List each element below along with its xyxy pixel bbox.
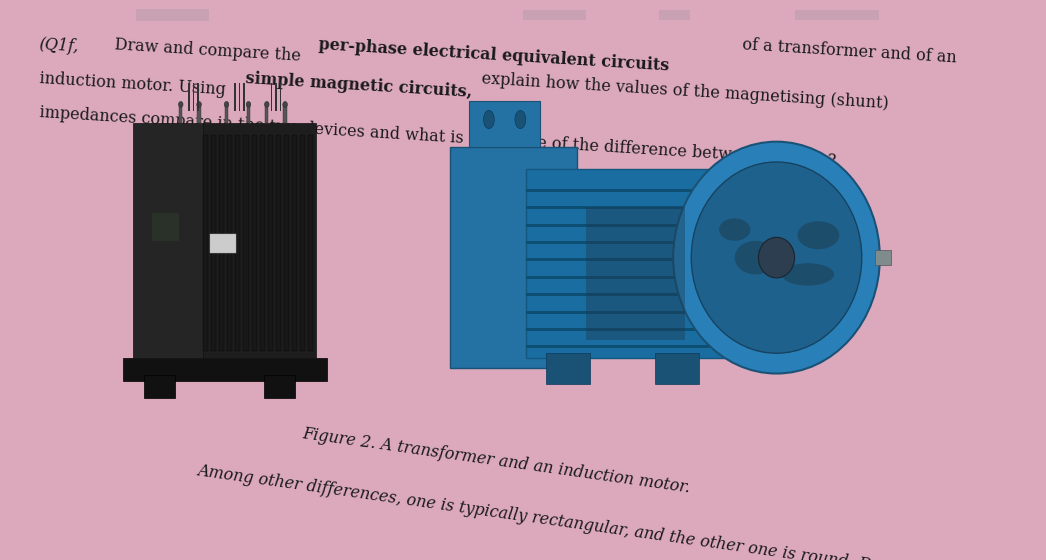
Bar bbox=[234, 83, 235, 111]
Bar bbox=[309, 135, 314, 351]
Bar bbox=[586, 207, 685, 339]
Text: impedances compare in the two devices and what is the cause of the difference be: impedances compare in the two devices an… bbox=[39, 104, 837, 169]
Ellipse shape bbox=[719, 218, 750, 241]
Bar bbox=[203, 135, 208, 351]
Bar bbox=[198, 104, 201, 123]
Bar bbox=[210, 234, 235, 253]
Bar bbox=[526, 276, 725, 279]
Ellipse shape bbox=[179, 101, 183, 108]
Bar bbox=[271, 83, 272, 111]
Text: induction motor. Using: induction motor. Using bbox=[39, 70, 231, 99]
Bar bbox=[523, 10, 586, 20]
Bar bbox=[188, 83, 189, 111]
Bar bbox=[469, 101, 541, 147]
Bar bbox=[152, 213, 179, 241]
Bar bbox=[268, 135, 273, 351]
Bar bbox=[292, 135, 297, 351]
Bar bbox=[526, 169, 725, 358]
Bar bbox=[227, 135, 232, 351]
Bar bbox=[238, 83, 241, 111]
Bar bbox=[275, 83, 277, 111]
Text: explain how the values of the magnetising (shunt): explain how the values of the magnetisin… bbox=[476, 70, 889, 112]
Bar bbox=[526, 346, 725, 348]
Bar bbox=[211, 135, 217, 351]
Ellipse shape bbox=[197, 101, 202, 108]
Ellipse shape bbox=[265, 101, 269, 108]
Bar bbox=[198, 83, 199, 111]
Text: simple magnetic circuits,: simple magnetic circuits, bbox=[245, 70, 473, 101]
Bar bbox=[136, 9, 209, 21]
Ellipse shape bbox=[797, 221, 839, 249]
Bar bbox=[659, 10, 690, 20]
Ellipse shape bbox=[483, 110, 495, 129]
Bar bbox=[285, 135, 289, 351]
Bar bbox=[251, 135, 256, 351]
Bar bbox=[264, 375, 295, 398]
Bar bbox=[276, 135, 281, 351]
Bar bbox=[526, 258, 725, 262]
Bar bbox=[283, 104, 287, 123]
Bar bbox=[526, 293, 725, 296]
Bar bbox=[526, 189, 725, 192]
Bar bbox=[300, 135, 305, 351]
Bar bbox=[179, 104, 182, 123]
Bar bbox=[655, 353, 699, 384]
Text: Draw and compare the: Draw and compare the bbox=[109, 36, 306, 66]
Ellipse shape bbox=[282, 101, 288, 108]
Ellipse shape bbox=[691, 162, 862, 353]
Bar bbox=[259, 135, 265, 351]
Ellipse shape bbox=[224, 101, 229, 108]
Text: (Q1f,: (Q1f, bbox=[39, 36, 79, 56]
Bar bbox=[795, 10, 879, 20]
Ellipse shape bbox=[515, 110, 526, 129]
Ellipse shape bbox=[674, 142, 880, 374]
Ellipse shape bbox=[758, 237, 795, 278]
Text: per-phase electrical equivalent circuits: per-phase electrical equivalent circuits bbox=[318, 36, 669, 75]
Bar bbox=[450, 147, 577, 368]
Bar bbox=[279, 83, 281, 111]
Bar bbox=[243, 83, 245, 111]
Bar bbox=[266, 104, 269, 123]
Bar bbox=[874, 250, 890, 265]
Bar bbox=[235, 135, 241, 351]
Bar bbox=[144, 375, 176, 398]
Bar bbox=[134, 123, 203, 358]
Ellipse shape bbox=[734, 241, 776, 274]
Bar bbox=[225, 104, 228, 123]
Bar bbox=[123, 358, 326, 381]
Bar bbox=[526, 241, 725, 244]
Bar bbox=[546, 353, 590, 384]
Bar bbox=[526, 223, 725, 227]
Ellipse shape bbox=[781, 263, 834, 286]
Bar bbox=[247, 104, 250, 123]
Bar bbox=[192, 83, 195, 111]
Bar bbox=[244, 135, 249, 351]
Text: Figure 2. A transformer and an induction motor.: Figure 2. A transformer and an induction… bbox=[301, 426, 691, 497]
Ellipse shape bbox=[246, 101, 251, 108]
Bar bbox=[203, 123, 316, 358]
Bar bbox=[526, 206, 725, 209]
Bar bbox=[526, 310, 725, 314]
Text: Among other differences, one is typically rectangular, and the other one is roun: Among other differences, one is typicall… bbox=[197, 462, 872, 560]
Text: of a transformer and of an: of a transformer and of an bbox=[736, 36, 957, 67]
Bar bbox=[526, 328, 725, 331]
Bar bbox=[220, 135, 224, 351]
